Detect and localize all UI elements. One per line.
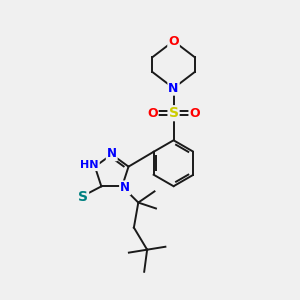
Text: S: S <box>169 106 178 120</box>
Text: S: S <box>78 190 88 204</box>
Text: N: N <box>107 147 117 160</box>
Text: O: O <box>147 107 158 120</box>
Text: N: N <box>120 181 130 194</box>
Text: O: O <box>189 107 200 120</box>
Text: N: N <box>168 82 179 95</box>
Text: HN: HN <box>80 160 99 170</box>
Text: O: O <box>168 34 179 48</box>
